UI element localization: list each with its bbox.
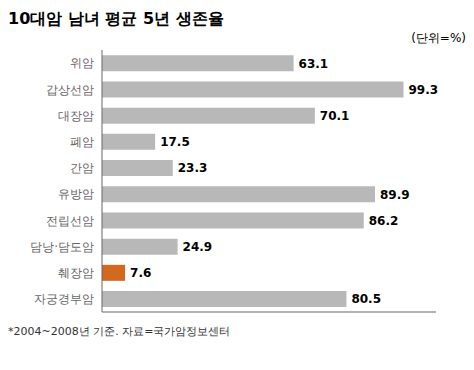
svg-text:간암: 간암 bbox=[70, 161, 94, 175]
svg-text:70.1: 70.1 bbox=[320, 109, 350, 123]
html-text:*2004~2008년 기준. 자료=국가암정보센터: *2004~2008년 기준. 자료=국가암정보센터 bbox=[8, 325, 231, 338]
svg-text:위암: 위암 bbox=[70, 56, 94, 70]
html-text:(단위=%): (단위=%) bbox=[411, 31, 466, 45]
svg-text:유방암: 유방암 bbox=[58, 187, 94, 201]
svg-text:자궁경부암: 자궁경부암 bbox=[34, 292, 94, 306]
svg-text:전립선암: 전립선암 bbox=[46, 214, 94, 228]
svg-text:대장암: 대장암 bbox=[58, 109, 94, 123]
svg-text:63.1: 63.1 bbox=[299, 57, 329, 71]
svg-text:23.3: 23.3 bbox=[178, 161, 208, 175]
svg-text:췌장암: 췌장암 bbox=[58, 266, 94, 280]
svg-text:담낭·담도암: 담낭·담도암 bbox=[30, 240, 94, 254]
svg-text:86.2: 86.2 bbox=[369, 214, 399, 228]
svg-text:80.5: 80.5 bbox=[351, 292, 381, 306]
svg-text:24.9: 24.9 bbox=[183, 240, 213, 254]
svg-text:99.3: 99.3 bbox=[409, 83, 439, 97]
svg-text:89.9: 89.9 bbox=[380, 188, 410, 202]
svg-text:갑상선암: 갑상선암 bbox=[46, 83, 94, 97]
svg-text:폐암: 폐암 bbox=[70, 135, 94, 149]
svg-text:17.5: 17.5 bbox=[160, 135, 190, 149]
html-text:10대암 남녀 평균 5년 생존율: 10대암 남녀 평균 5년 생존율 bbox=[8, 9, 224, 28]
svg-text:7.6: 7.6 bbox=[130, 266, 151, 280]
